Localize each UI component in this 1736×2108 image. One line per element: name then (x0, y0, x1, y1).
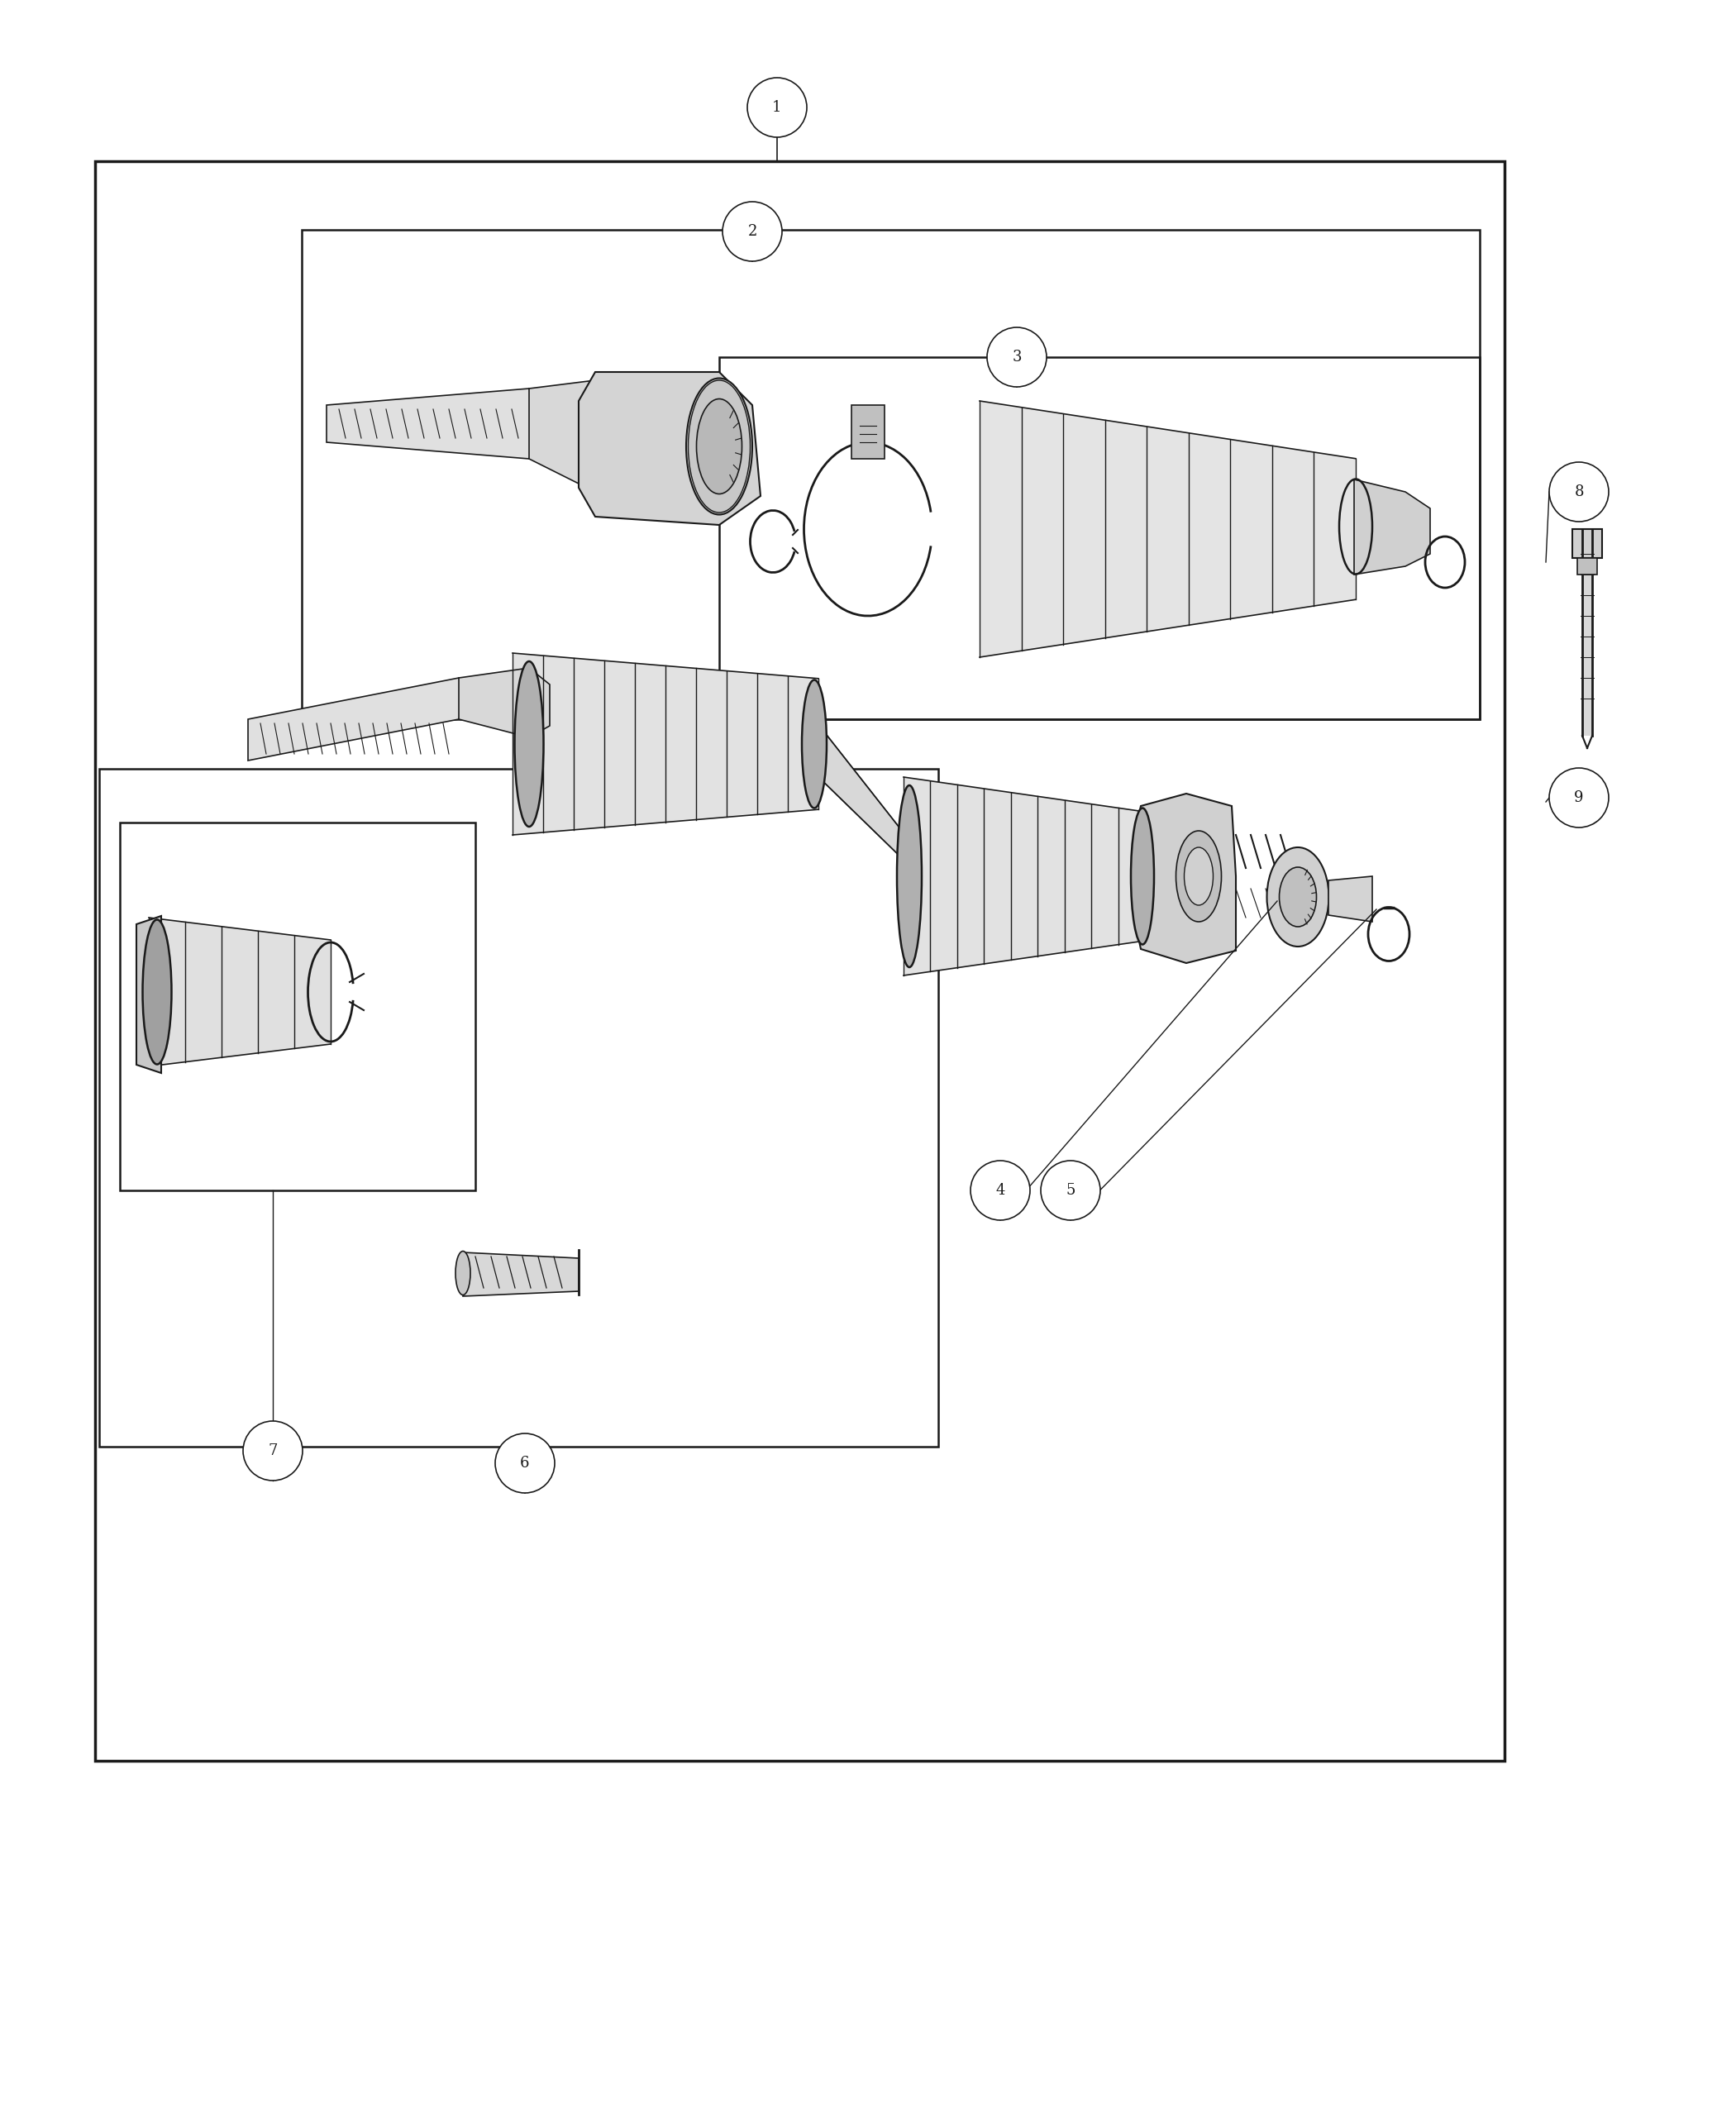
Polygon shape (578, 371, 760, 525)
Polygon shape (979, 401, 1356, 658)
Text: 3: 3 (1012, 350, 1021, 365)
Polygon shape (248, 679, 467, 761)
Ellipse shape (1279, 866, 1316, 928)
Bar (1573, 529, 1602, 559)
Text: 6: 6 (521, 1457, 529, 1471)
Ellipse shape (1184, 847, 1213, 904)
Ellipse shape (1267, 847, 1328, 946)
Text: 2: 2 (748, 223, 757, 238)
Ellipse shape (1580, 803, 1595, 818)
Ellipse shape (1130, 807, 1154, 944)
Circle shape (1042, 1162, 1101, 1221)
Polygon shape (1132, 793, 1236, 963)
Text: 9: 9 (1575, 790, 1583, 805)
Polygon shape (458, 668, 550, 738)
Polygon shape (903, 778, 1146, 976)
Ellipse shape (514, 662, 543, 826)
Text: 4: 4 (995, 1183, 1005, 1197)
Polygon shape (851, 405, 885, 460)
Bar (120, 822, 476, 1191)
Bar (1578, 559, 1597, 575)
Polygon shape (512, 653, 818, 835)
Polygon shape (814, 719, 904, 862)
Circle shape (1549, 462, 1609, 521)
Polygon shape (149, 917, 330, 1067)
Circle shape (1549, 767, 1609, 828)
Text: 8: 8 (1575, 485, 1583, 500)
Polygon shape (137, 917, 161, 1073)
Ellipse shape (696, 398, 741, 493)
Bar (719, 356, 1479, 719)
Circle shape (746, 78, 807, 137)
Ellipse shape (802, 681, 826, 807)
Polygon shape (1354, 479, 1430, 575)
Circle shape (722, 202, 781, 261)
Circle shape (495, 1433, 556, 1492)
Circle shape (970, 1162, 1029, 1221)
Text: 1: 1 (773, 99, 781, 116)
Polygon shape (1328, 877, 1371, 921)
Ellipse shape (1175, 831, 1222, 921)
Ellipse shape (686, 377, 752, 514)
Ellipse shape (898, 786, 922, 968)
Circle shape (243, 1421, 302, 1480)
Text: 5: 5 (1066, 1183, 1075, 1197)
Bar (99, 769, 937, 1446)
Ellipse shape (142, 919, 172, 1065)
Polygon shape (464, 1252, 578, 1296)
Bar (95, 160, 1505, 1760)
Ellipse shape (1573, 795, 1602, 824)
Bar (302, 230, 1479, 719)
Polygon shape (529, 379, 628, 491)
Circle shape (988, 327, 1047, 388)
Bar (1581, 529, 1592, 736)
Ellipse shape (455, 1252, 470, 1294)
Text: 7: 7 (267, 1444, 278, 1459)
Polygon shape (326, 388, 604, 460)
